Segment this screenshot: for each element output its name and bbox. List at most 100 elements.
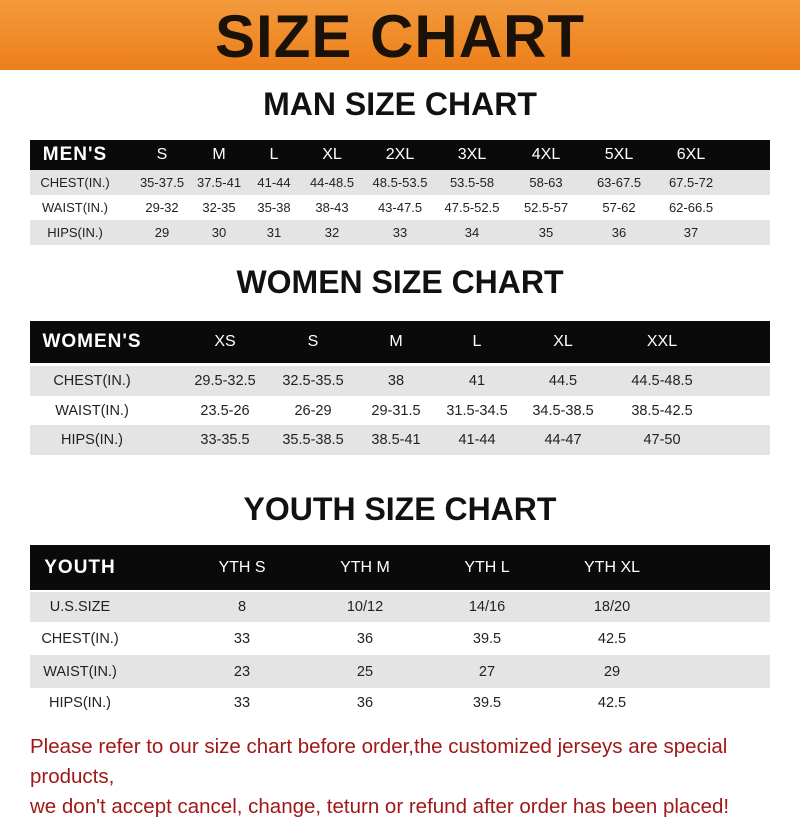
measurement-cell: 35-38 [257, 200, 291, 215]
measurement-cell: 33 [233, 630, 251, 647]
table-title-cell: WOMEN'S [42, 331, 142, 352]
row-label: WAIST(IN.) [43, 663, 117, 680]
table-header-row: WOMEN'S XS S M L XL XXL [30, 321, 770, 363]
measurement-cell: 44-47 [544, 432, 582, 448]
measurement-cell: 35.5-38.5 [282, 432, 344, 448]
measurement-cell: 33 [233, 695, 251, 711]
size-header: YTH XL [583, 558, 641, 576]
measurement-cell: 18/20 [593, 599, 631, 615]
measurement-cell: 30 [211, 225, 227, 240]
measurement-cell: 35 [538, 225, 554, 240]
size-header: L [269, 146, 279, 163]
table-row: WAIST(IN.) 23 25 27 29 [30, 655, 770, 688]
measurement-cell: 62-66.5 [668, 200, 714, 215]
measurement-cell: 41-44 [458, 432, 496, 448]
measurement-cell: 38.5-41 [371, 432, 421, 448]
measurement-cell: 32.5-35.5 [282, 373, 344, 389]
measurement-cell: 36 [611, 225, 627, 240]
measurement-cell: 23 [233, 663, 251, 680]
measurement-cell: 34 [464, 225, 480, 240]
row-label: HIPS(IN.) [60, 432, 124, 448]
table-row: HIPS(IN.) 29 30 31 32 33 34 35 36 37 [30, 220, 770, 245]
men-section-title: MAN SIZE CHART [263, 86, 537, 122]
measurement-cell: 37.5-41 [196, 175, 242, 190]
measurement-cell: 38 [387, 373, 405, 389]
size-header: M [212, 146, 226, 163]
size-header: 6XL [676, 146, 706, 163]
measurement-cell: 41-44 [257, 175, 291, 190]
table-row: HIPS(IN.) 33 36 39.5 42.5 [30, 688, 770, 718]
notice: Please refer to our size chart before or… [30, 732, 790, 822]
measurement-cell: 53.5-58 [449, 175, 495, 190]
measurement-cell: 23.5-26 [200, 402, 250, 419]
measurement-cell: 48.5-53.5 [372, 175, 428, 190]
measurement-cell: 35-37.5 [139, 175, 185, 190]
measurement-cell: 37 [683, 225, 699, 240]
measurement-cell: 26-29 [294, 402, 332, 419]
row-label: CHEST(IN.) [40, 175, 110, 190]
measurement-cell: 27 [478, 663, 496, 680]
measurement-cell: 42.5 [597, 630, 627, 647]
table-row: CHEST(IN.) 35-37.5 37.5-41 41-44 44-48.5 48.5… [30, 170, 770, 195]
measurement-cell: 36 [356, 630, 374, 647]
measurement-cell: 29 [154, 225, 170, 240]
size-header: 5XL [604, 146, 634, 163]
size-header: XXL [646, 333, 678, 350]
table-row: U.S.SIZE 8 10/12 14/16 18/20 [30, 592, 770, 622]
size-header: S [156, 146, 168, 163]
size-header: XL [322, 146, 342, 163]
measurement-cell: 31 [266, 225, 282, 240]
measurement-cell: 32 [324, 225, 340, 240]
size-header: M [389, 333, 403, 350]
measurement-cell: 38-43 [315, 200, 349, 215]
table-title-cell: MEN'S [42, 144, 108, 165]
row-label: HIPS(IN.) [47, 225, 103, 240]
measurement-cell: 8 [237, 599, 247, 615]
row-label: CHEST(IN.) [53, 373, 131, 389]
measurement-cell: 47-50 [643, 432, 681, 448]
size-header: L [472, 333, 482, 350]
notice-line-2: we don't accept cancel, change, teturn o… [30, 795, 730, 818]
table-row: HIPS(IN.) 33-35.5 35.5-38.5 38.5-41 41-44 44-… [30, 425, 770, 455]
measurement-cell: 44-48.5 [309, 175, 355, 190]
table-row: WAIST(IN.) 29-32 32-35 35-38 38-43 43-47.5 47.… [30, 195, 770, 220]
size-header: 4XL [531, 146, 561, 163]
measurement-cell: 38.5-42.5 [631, 402, 693, 419]
row-label: CHEST(IN.) [41, 630, 119, 647]
table-header-row: MEN'S S M L XL 2XL 3XL 4XL 5XL 6XL [30, 140, 770, 170]
row-label: WAIST(IN.) [55, 402, 129, 419]
row-label: HIPS(IN.) [48, 695, 112, 711]
measurement-cell: 57-62 [602, 200, 636, 215]
table-header-row: YOUTH YTH S YTH M YTH L YTH XL [30, 545, 770, 590]
measurement-cell: 39.5 [472, 695, 502, 711]
measurement-cell: 29-31.5 [371, 402, 421, 419]
row-label: U.S.SIZE [49, 599, 111, 615]
banner: SIZE CHART [0, 0, 800, 70]
notice-line-1: Please refer to our size chart before or… [30, 735, 728, 788]
table-row: CHEST(IN.) 33 36 39.5 42.5 [30, 622, 770, 655]
measurement-cell: 63-67.5 [596, 175, 642, 190]
size-header: S [307, 333, 319, 350]
measurement-cell: 58-63 [529, 175, 563, 190]
table-row: WAIST(IN.) 23.5-26 26-29 29-31.5 31.5-34.5 34… [30, 396, 770, 425]
measurement-cell: 14/16 [468, 599, 506, 615]
measurement-cell: 39.5 [472, 630, 502, 647]
measurement-cell: 33 [392, 225, 408, 240]
measurement-cell: 44.5-48.5 [631, 373, 693, 389]
size-header: YTH L [464, 558, 510, 576]
measurement-cell: 34.5-38.5 [532, 402, 594, 419]
measurement-cell: 42.5 [597, 695, 627, 711]
women-section-title: WOMEN SIZE CHART [236, 264, 564, 300]
size-header: XS [214, 333, 236, 350]
measurement-cell: 43-47.5 [377, 200, 423, 215]
measurement-cell: 67.5-72 [668, 175, 714, 190]
measurement-cell: 25 [356, 663, 374, 680]
size-header: XL [553, 333, 573, 350]
measurement-cell: 29.5-32.5 [194, 373, 256, 389]
measurement-cell: 33-35.5 [200, 432, 250, 448]
youth-section-title: YOUTH SIZE CHART [243, 491, 557, 527]
table-title-cell: YOUTH [44, 556, 116, 578]
size-header: 3XL [457, 146, 487, 163]
measurement-cell: 29 [603, 663, 621, 680]
measurement-cell: 41 [468, 373, 486, 389]
